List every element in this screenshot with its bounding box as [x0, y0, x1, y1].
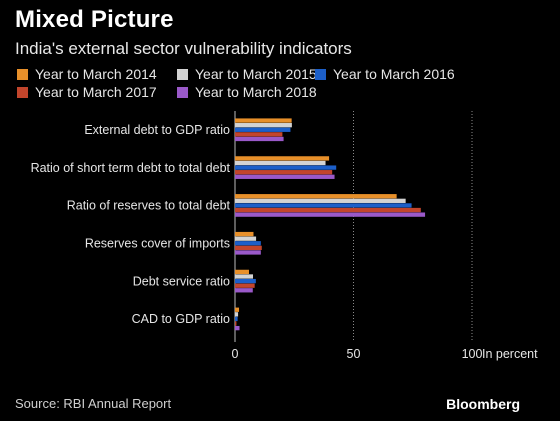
- category-label: External debt to GDP ratio: [84, 123, 230, 137]
- legend-label: Year to March 2015: [195, 66, 317, 82]
- bar: [235, 136, 284, 142]
- category-label: Reserves cover of imports: [85, 236, 230, 250]
- bar: [235, 174, 335, 179]
- chart-title: Mixed Picture: [15, 6, 174, 33]
- x-tick-label: 0: [232, 347, 239, 361]
- chart-subtitle: India's external sector vulnerability in…: [15, 39, 352, 58]
- bar: [235, 156, 330, 161]
- bar-chart: External debt to GDP ratio Ratio of short…: [31, 111, 538, 361]
- bar: [235, 274, 254, 279]
- bar: [235, 283, 255, 288]
- legend-swatch: [177, 68, 188, 80]
- category-label: Ratio of reserves to total debt: [67, 199, 231, 213]
- legend-item: Year to March 2015: [177, 66, 317, 82]
- legend-swatch: [17, 68, 28, 80]
- bar: [235, 321, 237, 326]
- bar: [235, 194, 397, 199]
- bar: [235, 250, 261, 255]
- bar: [235, 241, 261, 246]
- bar: [235, 123, 292, 128]
- bar: [235, 198, 406, 203]
- unit-label: In percent: [482, 347, 538, 361]
- bar: [235, 236, 257, 241]
- category-label: CAD to GDP ratio: [132, 312, 230, 326]
- legend-item: Year to March 2017: [17, 84, 157, 100]
- bar: [235, 316, 238, 322]
- bar: [235, 207, 421, 213]
- bar: [235, 288, 253, 293]
- category-label: Debt service ratio: [133, 274, 230, 288]
- bar: [235, 312, 239, 317]
- bar: [235, 127, 291, 132]
- legend-item: Year to March 2018: [177, 84, 317, 100]
- bar: [235, 165, 337, 170]
- source-note: Source: RBI Annual Report: [15, 396, 172, 411]
- legend-item: Year to March 2014: [17, 66, 157, 82]
- bar: [235, 203, 412, 208]
- legend-label: Year to March 2016: [333, 66, 455, 82]
- legend-item: Year to March 2016: [315, 66, 455, 82]
- legend-label: Year to March 2018: [195, 84, 317, 100]
- x-tick-label: 100: [462, 347, 483, 361]
- legend-label: Year to March 2017: [35, 84, 157, 100]
- legend: Year to March 2014 Year to March 2015 Year…: [17, 66, 557, 102]
- legend-label: Year to March 2014: [35, 66, 157, 82]
- brand-logo: Bloomberg: [446, 396, 520, 412]
- legend-swatch: [177, 86, 188, 98]
- bar: [235, 278, 256, 284]
- bar: [235, 132, 283, 137]
- legend-swatch: [315, 68, 326, 80]
- bar: [235, 231, 254, 237]
- bar: [235, 118, 292, 123]
- category-label: Ratio of short term debt to total debt: [31, 161, 231, 175]
- bar: [235, 170, 333, 175]
- bar: [235, 307, 240, 312]
- legend-swatch: [17, 86, 28, 98]
- x-tick-label: 50: [347, 347, 361, 361]
- bar: [235, 245, 262, 251]
- bar: [235, 269, 249, 275]
- bar: [235, 212, 426, 217]
- bar: [235, 325, 240, 331]
- bar: [235, 160, 326, 166]
